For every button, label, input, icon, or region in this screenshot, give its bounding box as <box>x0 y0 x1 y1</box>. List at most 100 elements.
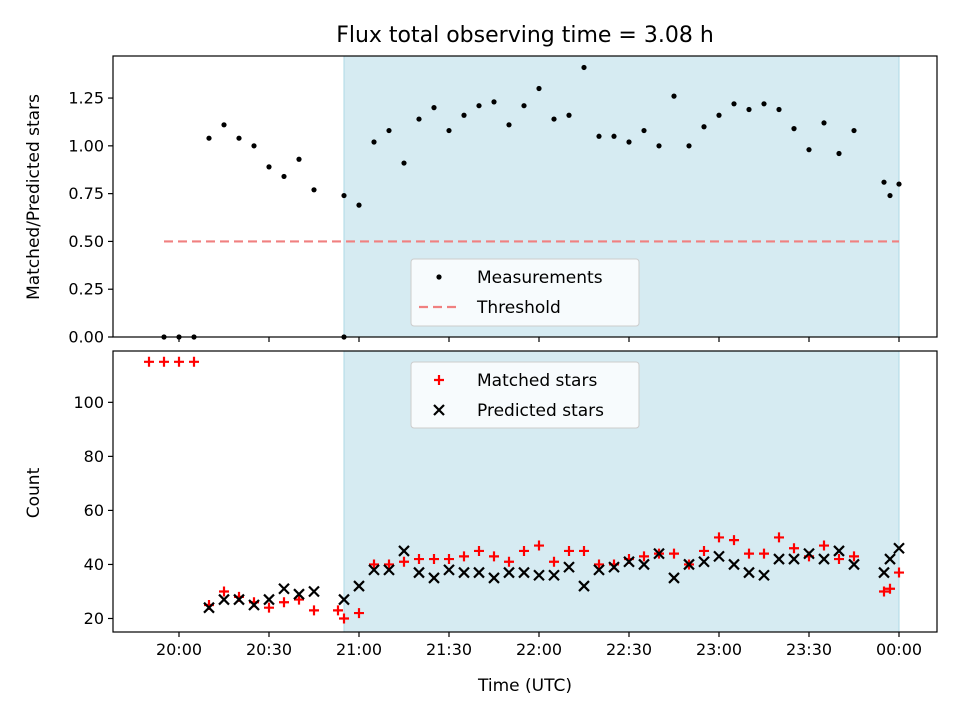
predicted-point-28 <box>638 558 650 571</box>
predicted-point-3 <box>248 599 260 611</box>
predicted-point-30 <box>668 572 680 584</box>
predicted-point-33 <box>713 550 725 563</box>
predicted-point-44 <box>884 553 896 565</box>
predicted-point-8 <box>338 593 350 606</box>
predicted-point-11 <box>383 564 395 576</box>
measurement-point-43 <box>806 147 812 153</box>
measurement-point-26 <box>551 116 557 122</box>
matched-point-14 <box>354 608 364 619</box>
top-panel: 0.00 0.25 0.50 0.75 1.00 1.25 Measurements Thre… <box>68 55 938 347</box>
matched-point-20 <box>444 554 454 565</box>
matched-point-42 <box>774 532 784 543</box>
measurement-point-19 <box>446 127 452 134</box>
matched-point-24 <box>504 556 514 567</box>
measurement-point-30 <box>611 133 617 139</box>
measurement-point-13 <box>356 202 362 208</box>
top-ytick-label-0: 0.00 <box>68 328 104 347</box>
matched-point-12 <box>333 605 343 616</box>
bottom-xtick-label-0: 20:00 <box>156 640 202 659</box>
bottom-ytick-label-0: 20 <box>84 609 104 628</box>
bottom-xtick-label-2: 21:00 <box>336 640 382 659</box>
measurement-point-40 <box>761 101 767 107</box>
bottom-legend: Matched stars Predicted stars <box>410 361 640 429</box>
measurement-point-10 <box>311 187 317 193</box>
measurement-point-3 <box>206 135 212 141</box>
measurement-point-20 <box>461 112 467 118</box>
chart-title: Flux total observing time = 3.08 h <box>336 23 714 48</box>
bottom-y-axis-label: Count <box>24 467 44 518</box>
predicted-point-9 <box>353 580 365 592</box>
measurement-point-42 <box>791 126 797 132</box>
predicted-point-16 <box>458 566 470 579</box>
matched-point-37 <box>699 545 709 556</box>
matched-point-1 <box>174 356 184 367</box>
bottom-xtick-label-7: 23:30 <box>786 640 832 659</box>
measurement-point-28 <box>581 64 587 71</box>
top-ytick-label-1: 0.25 <box>68 280 104 299</box>
predicted-point-1 <box>218 593 230 606</box>
measurement-point-16 <box>401 160 407 166</box>
matched-point-13 <box>339 613 349 624</box>
matched-point-41 <box>759 548 769 559</box>
predicted-point-10 <box>368 564 380 576</box>
measurement-point-49 <box>896 181 902 187</box>
predicted-point-7 <box>308 585 320 598</box>
matched-point-19 <box>429 554 439 565</box>
matched-point-22 <box>474 545 484 556</box>
measurement-point-37 <box>716 112 722 118</box>
top-plot-frame <box>112 55 938 338</box>
predicted-point-13 <box>413 566 425 579</box>
bottom-ytick-label-2: 60 <box>84 501 104 520</box>
matched-point-48 <box>879 586 889 597</box>
matched-point-10 <box>294 594 304 605</box>
measurement-point-15 <box>386 127 392 134</box>
matched-point-5 <box>219 586 229 597</box>
bottom-xtick-label-8: 00:00 <box>876 640 922 659</box>
predicted-point-0 <box>203 601 215 614</box>
bottom-xtick-label-1: 20:30 <box>246 640 292 659</box>
predicted-point-21 <box>533 569 545 582</box>
measurement-point-18 <box>431 105 437 111</box>
matched-point-35 <box>669 548 679 559</box>
top-ytick-label-4: 1.00 <box>68 136 104 155</box>
x-axis-label: Time (UTC) <box>477 676 572 696</box>
matched-point-17 <box>399 556 409 567</box>
predicted-point-29 <box>653 547 665 560</box>
matched-point-50 <box>894 567 904 578</box>
matched-point-46 <box>834 554 844 565</box>
legend-threshold-label: Threshold <box>476 298 561 318</box>
matched-point-3 <box>144 356 154 367</box>
top-ytick-label-5: 1.25 <box>68 89 104 108</box>
bottom-ytick-label-1: 40 <box>84 555 104 574</box>
matched-point-16 <box>384 559 394 570</box>
predicted-point-34 <box>728 558 740 571</box>
predicted-point-38 <box>788 553 800 565</box>
predicted-point-41 <box>833 545 845 557</box>
legend-measurements-label: Measurements <box>477 268 603 288</box>
predicted-point-17 <box>473 566 485 579</box>
predicted-point-42 <box>848 558 860 571</box>
predicted-point-4 <box>263 593 275 606</box>
matched-point-38 <box>714 532 724 543</box>
predicted-point-23 <box>563 561 575 573</box>
bottom-xtick-label-3: 21:30 <box>426 640 472 659</box>
matched-point-28 <box>564 545 574 556</box>
measurement-point-44 <box>821 120 827 126</box>
predicted-point-27 <box>623 555 635 568</box>
measurement-point-45 <box>836 150 842 157</box>
matched-point-11 <box>309 605 319 616</box>
measurement-point-12 <box>341 192 347 199</box>
bottom-ytick-label-3: 80 <box>84 447 104 466</box>
legend-predicted-marker <box>433 404 445 416</box>
matched-point-27 <box>549 556 559 567</box>
measurement-point-22 <box>491 99 497 105</box>
matched-point-49 <box>885 583 895 594</box>
measurement-point-41 <box>776 106 782 113</box>
predicted-point-20 <box>518 566 530 579</box>
measurement-point-34 <box>671 93 677 99</box>
predicted-point-37 <box>773 553 785 565</box>
matched-point-2 <box>189 356 199 367</box>
matched-point-47 <box>849 551 859 562</box>
measurement-point-36 <box>701 124 707 130</box>
